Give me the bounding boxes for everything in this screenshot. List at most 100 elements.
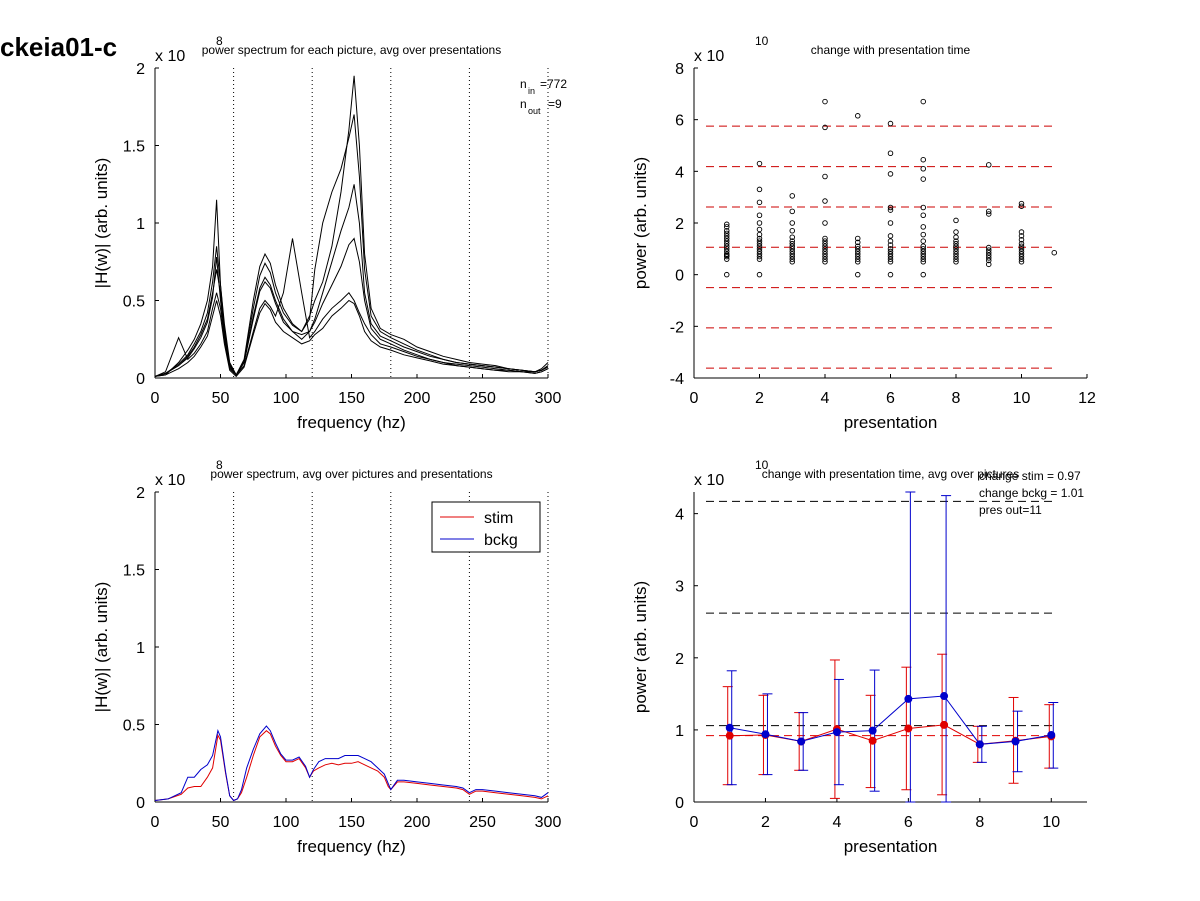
- x-tick-label: 50: [212, 390, 230, 407]
- scatter-point: [789, 240, 796, 247]
- scatter-point: [756, 248, 763, 255]
- scatter-point: [724, 246, 730, 252]
- scatter-point: [756, 235, 763, 242]
- scatter-point: [822, 251, 828, 257]
- annotation-1: change bckg = 1.01: [979, 486, 1084, 500]
- x-tick-label: 250: [469, 390, 496, 407]
- scatter-point: [1018, 253, 1025, 260]
- scatter-point: [953, 240, 959, 247]
- y-tick-label: 0: [675, 795, 684, 812]
- exponent-power: 8: [216, 34, 223, 48]
- scatter-point: [789, 259, 796, 265]
- scatter-point: [1018, 203, 1025, 209]
- scatter-point: [920, 253, 927, 260]
- scatter-point: [953, 243, 959, 249]
- x-tick-label: 150: [338, 814, 365, 831]
- scatter-point: [756, 238, 763, 244]
- scatter-point: [789, 234, 796, 240]
- spectrum-line-3: [154, 299, 549, 378]
- data-point-bckg: [1047, 730, 1056, 739]
- y-tick-label: 1.5: [123, 563, 145, 580]
- scatter-point: [887, 253, 894, 260]
- scatter-point: [822, 220, 828, 226]
- chart-title: power spectrum, avg over pictures and pr…: [210, 467, 492, 481]
- scatter-point: [887, 171, 894, 177]
- y-tick-label: 2: [675, 651, 684, 668]
- scatter-point: [789, 208, 796, 215]
- data-point-bckg: [1011, 737, 1020, 746]
- x-tick-label: 200: [404, 390, 431, 407]
- scatter-point: [822, 124, 828, 131]
- scatter-point: [920, 248, 927, 255]
- scatter-point: [986, 208, 992, 215]
- x-tick-label: 6: [886, 390, 895, 407]
- scatter-point: [920, 251, 927, 257]
- annotation-n-out-symbol: n: [520, 97, 527, 111]
- x-tick-label: 2: [761, 814, 770, 831]
- x-tick-label: 2: [755, 390, 764, 407]
- scatter-point: [1018, 237, 1025, 243]
- exponent-base: x 10: [694, 472, 724, 489]
- scatter-point: [986, 211, 992, 217]
- scatter-point: [920, 231, 927, 238]
- y-tick-label: 6: [675, 113, 684, 130]
- scatter-point: [756, 199, 763, 206]
- y-tick-label: -4: [670, 371, 684, 388]
- scatter-point: [756, 256, 763, 262]
- scatter-point: [756, 240, 763, 247]
- legend-box: [431, 501, 541, 553]
- scatter-point: [855, 246, 861, 252]
- spectrum-line-5: [154, 184, 549, 377]
- scatter-point: [822, 198, 828, 204]
- scatter-point: [887, 256, 894, 262]
- panel-spectrum-average: 0 50 100 150 200 250 300 0 0.5 1 1.5 2 frequency (hz…: [92, 458, 561, 856]
- scatter-point: [756, 226, 763, 233]
- y-axis-label: power (arb. units): [631, 581, 650, 713]
- legend-label-stim: stim: [484, 510, 513, 527]
- annotation-n-in-subscript: in: [528, 86, 535, 96]
- scatter-point: [724, 240, 730, 247]
- scatter-point: [887, 120, 894, 127]
- scatter-point: [953, 251, 959, 257]
- panel-spectrum-each-picture: 0 50 100 150 200 250 300 0 0.5 1 1.5 2 frequency (hz…: [92, 34, 567, 432]
- scatter-point: [789, 248, 796, 255]
- annotation-n-in-value: =772: [540, 77, 567, 91]
- y-tick-label: 3: [675, 579, 684, 596]
- y-tick-label: 1: [136, 216, 145, 233]
- scatter-point: [920, 224, 927, 230]
- scatter-point: [1018, 200, 1025, 207]
- scatter-point: [986, 255, 992, 261]
- scatter-point: [724, 248, 730, 255]
- data-point-stim: [904, 724, 913, 733]
- scatter-point: [920, 271, 927, 278]
- scatter-point: [756, 212, 763, 218]
- scatter-point: [756, 246, 763, 252]
- y-axis-label: |H(w)| (arb. units): [92, 582, 111, 713]
- exponent-power: 10: [755, 34, 769, 48]
- scatter-point: [986, 261, 992, 268]
- scatter-point: [1018, 229, 1025, 235]
- scatter-point: [756, 271, 763, 278]
- spectrum-line-2: [154, 238, 549, 377]
- scatter-point: [756, 243, 763, 249]
- scatter-point: [822, 98, 828, 105]
- scatter-point: [855, 243, 861, 249]
- y-tick-label: 2: [136, 61, 145, 78]
- x-tick-label: 4: [832, 814, 841, 831]
- scatter-point: [756, 251, 763, 257]
- scatter-point: [855, 271, 861, 278]
- scatter-point: [724, 221, 730, 228]
- scatter-point: [789, 256, 796, 262]
- scatter-point: [855, 248, 861, 255]
- data-point-bckg: [940, 692, 949, 701]
- figure-label: ckeia01-c: [0, 32, 117, 62]
- spectrum-line-0: [154, 237, 549, 377]
- x-axis-label: frequency (hz): [297, 413, 406, 432]
- scatter-point: [855, 253, 861, 260]
- data-point-stim: [725, 731, 734, 740]
- scatter-point: [887, 242, 894, 248]
- chart-title: change with presentation time: [811, 43, 971, 57]
- y-tick-label: 0.5: [123, 718, 145, 735]
- scatter-point: [887, 251, 894, 257]
- x-tick-label: 8: [952, 390, 961, 407]
